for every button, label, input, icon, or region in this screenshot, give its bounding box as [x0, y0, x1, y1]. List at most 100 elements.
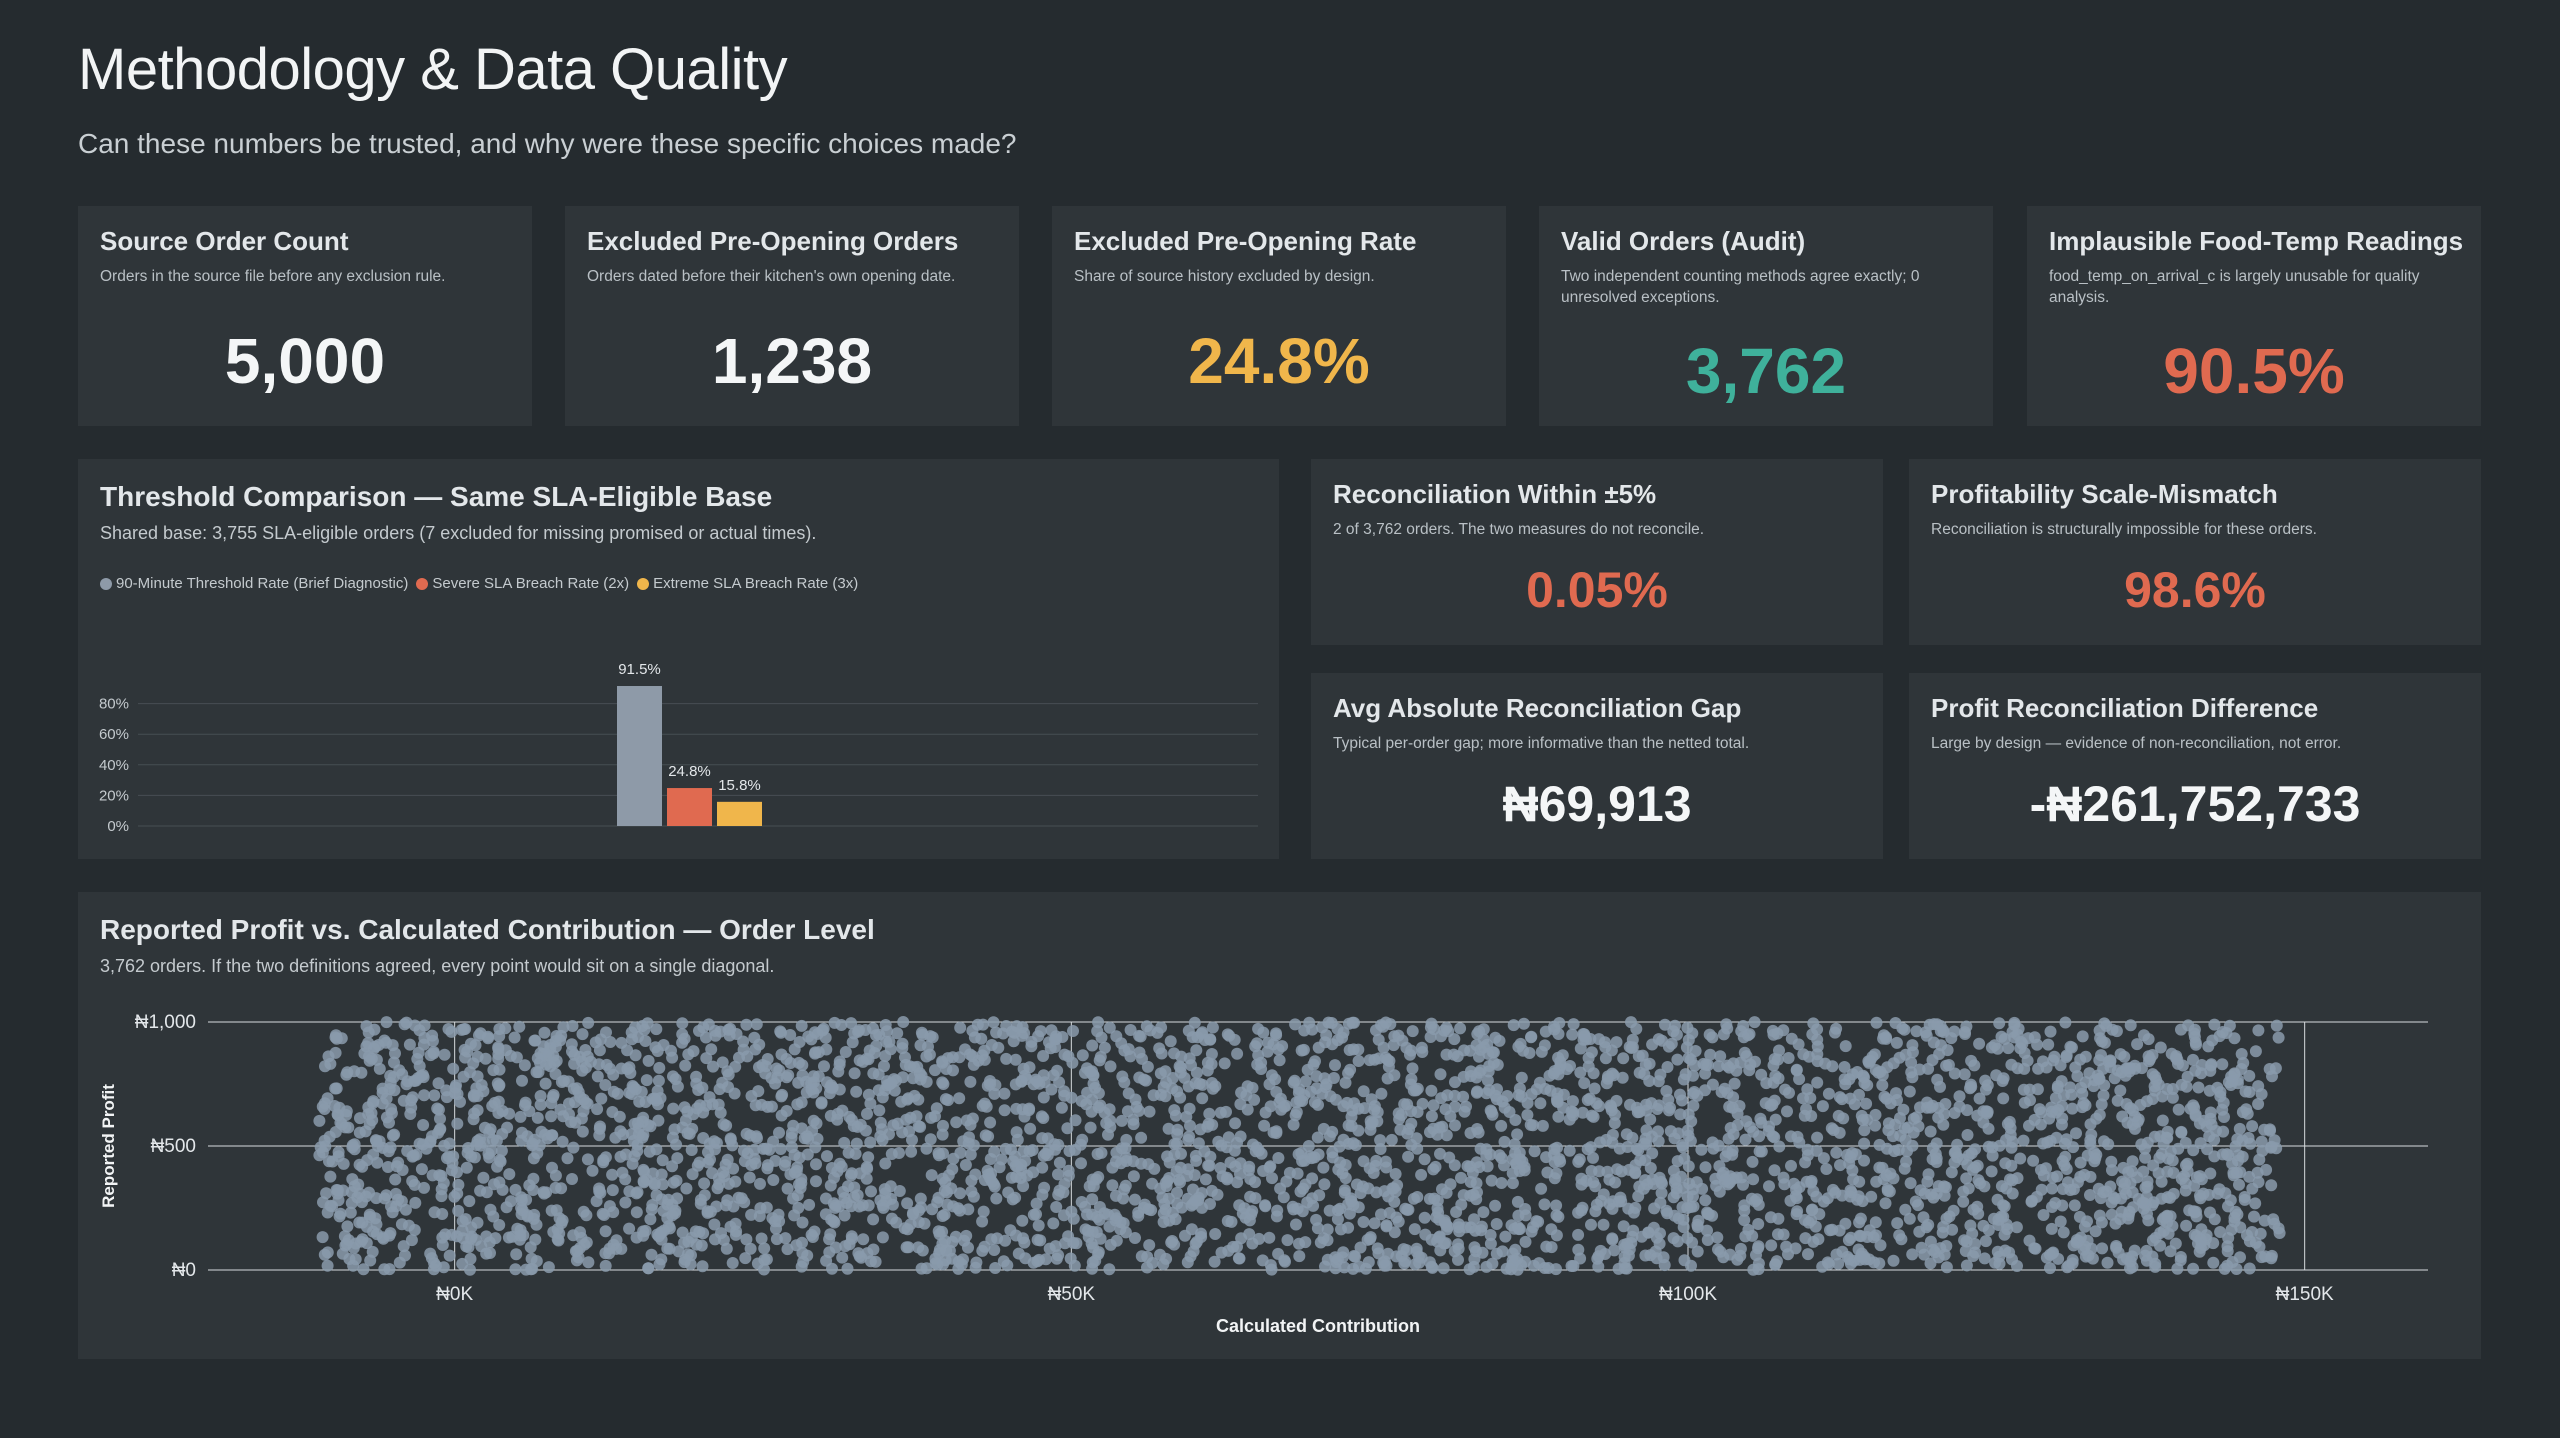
scatter-point — [1470, 1156, 1483, 1169]
scatter-point — [366, 1245, 379, 1258]
scatter-point — [2112, 1246, 2125, 1259]
scatter-point — [1903, 1212, 1916, 1225]
scatter-point — [1031, 1255, 1044, 1268]
scatter-point — [2006, 1187, 2019, 1200]
scatter-point — [1530, 1215, 1543, 1228]
scatter-point — [1252, 1022, 1265, 1035]
scatter-point — [1550, 1209, 1563, 1222]
scatter-point — [2029, 1242, 2042, 1255]
legend-item[interactable]: 90-Minute Threshold Rate (Brief Diagnost… — [100, 575, 408, 592]
scatter-point — [1781, 1105, 1793, 1118]
scatter-point — [2174, 1254, 2187, 1267]
scatter-point — [1134, 1030, 1147, 1043]
scatter-point — [1655, 1187, 1668, 1199]
scatter-point — [1243, 1228, 1256, 1241]
scatter-point — [978, 1097, 991, 1110]
scatter-point — [1055, 1101, 1068, 1114]
scatter-point — [988, 1145, 1001, 1158]
scatter-point — [787, 1119, 800, 1132]
scatter-point — [1009, 1150, 1021, 1163]
scatter-point — [950, 1116, 963, 1129]
scatter-point — [1785, 1159, 1797, 1172]
scatter-point — [748, 1031, 761, 1044]
scatter-point — [373, 1062, 386, 1075]
scatter-point — [810, 1175, 822, 1188]
scatter-point — [1052, 1188, 1065, 1201]
scatter-point — [1734, 1056, 1747, 1069]
scatter-point — [1667, 1232, 1680, 1245]
scatter-point — [1406, 1025, 1419, 1038]
scatter-point — [1086, 1093, 1099, 1106]
scatter-point — [975, 1032, 988, 1045]
scatter-point — [1631, 1106, 1644, 1119]
scatter-point — [1906, 1046, 1919, 1059]
scatter-point — [1858, 1124, 1871, 1137]
scatter-point — [989, 1262, 1002, 1274]
scatter-point — [1589, 1205, 1602, 1218]
scatter-point — [970, 1256, 983, 1269]
scatter-point — [929, 1252, 942, 1265]
scatter-point — [1785, 1032, 1798, 1045]
scatter-point — [740, 1018, 753, 1031]
scatter-point — [1519, 1255, 1531, 1268]
scatter-point — [1924, 1125, 1937, 1138]
scatter-point — [1947, 1204, 1960, 1217]
scatter-point — [2204, 1167, 2217, 1180]
bar-value-label: 15.8% — [718, 777, 761, 794]
scatter-points — [313, 1016, 2286, 1276]
scatter-point — [1879, 1197, 1892, 1210]
scatter-point — [399, 1203, 412, 1216]
scatter-point — [1478, 1041, 1490, 1054]
legend-item[interactable]: Extreme SLA Breach Rate (3x) — [637, 575, 858, 592]
scatter-point — [2252, 1098, 2265, 1110]
scatter-point — [1965, 1054, 1978, 1067]
scatter-point — [1832, 1257, 1845, 1270]
scatter-point — [1721, 1059, 1734, 1072]
scatter-point — [793, 1036, 806, 1048]
scatter-point — [629, 1083, 642, 1096]
scatter-point — [2258, 1214, 2271, 1227]
scatter-point — [1552, 1028, 1565, 1040]
scatter-point — [2109, 1217, 2122, 1230]
scatter-point — [693, 1225, 706, 1238]
scatter-point — [503, 1168, 516, 1181]
scatter-point — [839, 1046, 852, 1058]
scatter-point — [1160, 1252, 1173, 1265]
scatter-point — [1076, 1049, 1089, 1062]
scatter-point — [1801, 1149, 1814, 1162]
scatter-point — [769, 1077, 782, 1090]
scatter-point — [879, 1157, 892, 1170]
scatter-point — [1643, 1075, 1656, 1087]
scatter-point — [470, 1082, 483, 1095]
scatter-point — [455, 1023, 468, 1036]
scatter-point — [2014, 1152, 2027, 1165]
scatter-point — [835, 1160, 848, 1173]
scatter-point — [795, 1096, 808, 1109]
scatter-point — [874, 1116, 887, 1129]
scatter-point — [1572, 1243, 1585, 1256]
scatter-point — [530, 1218, 543, 1231]
kpi-title: Valid Orders (Audit) — [1561, 226, 1806, 256]
scatter-point — [614, 1150, 627, 1163]
scatter-point — [1495, 1119, 1508, 1132]
scatter-point — [604, 1036, 617, 1048]
scatter-point — [2194, 1137, 2207, 1150]
scatter-point — [474, 1027, 487, 1040]
scatter-point — [1852, 1190, 1865, 1203]
scatter-point — [1233, 1199, 1246, 1212]
scatter-point — [1536, 1119, 1549, 1132]
scatter-point — [2162, 1152, 2175, 1165]
scatter-point — [848, 1067, 861, 1080]
scatter-point — [1352, 1124, 1365, 1137]
scatter-point — [577, 1105, 590, 1118]
scatter-point — [749, 1043, 762, 1056]
recon-card-within-5pct: Reconciliation Within ±5% 2 of 3,762 ord… — [1311, 459, 1883, 645]
scatter-point — [2249, 1197, 2262, 1210]
scatter-point — [1086, 1193, 1099, 1206]
scatter-point — [400, 1016, 413, 1029]
scatter-point — [2147, 1159, 2160, 1172]
legend-item[interactable]: Severe SLA Breach Rate (2x) — [416, 575, 629, 592]
scatter-point — [567, 1082, 580, 1095]
scatter-point — [438, 1139, 451, 1152]
scatter-point — [1790, 1183, 1803, 1196]
